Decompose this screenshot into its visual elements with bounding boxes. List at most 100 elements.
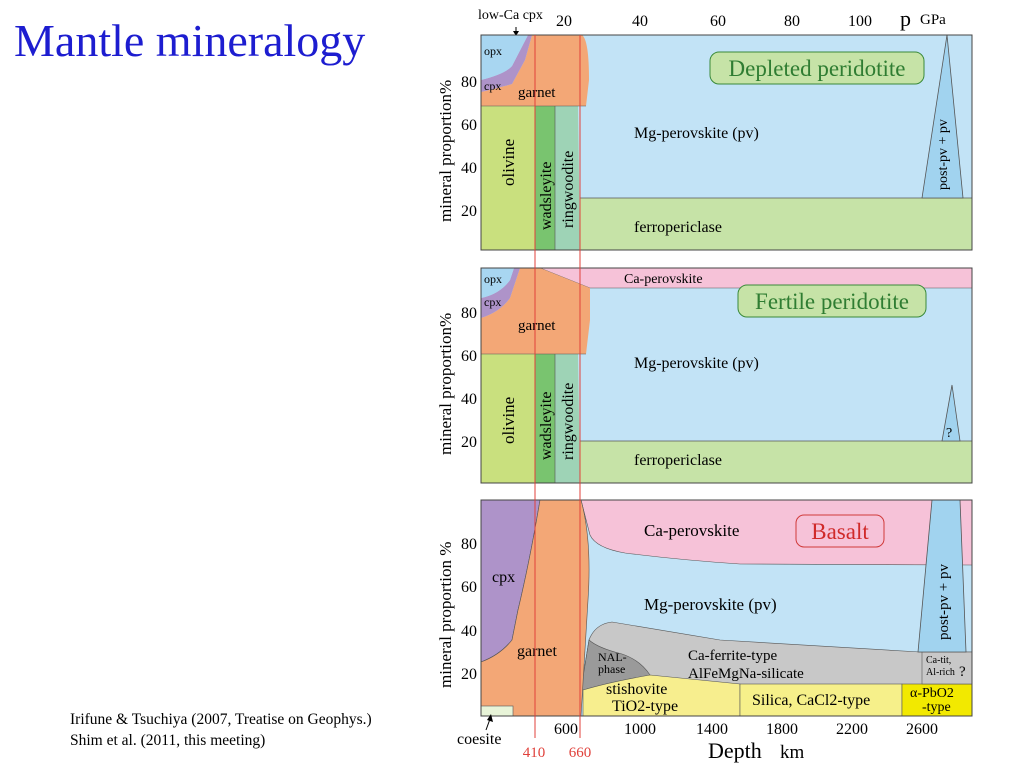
y-tick-label: 40 — [461, 623, 477, 640]
y-tick-label: 60 — [461, 579, 477, 596]
y-tick-label: 20 — [461, 666, 477, 683]
boundary-660-label: 660 — [569, 745, 592, 761]
bottom-depth-axis: 600 1000 1400 1800 2200 2600 Depth km co… — [457, 714, 938, 763]
stishovite-region — [582, 674, 741, 717]
boundary-410-label: 410 — [523, 745, 546, 761]
coesite-arrow — [485, 718, 491, 731]
silica-region — [739, 683, 903, 717]
alpha-pbo2-region — [901, 683, 973, 717]
olivine-region — [481, 106, 535, 250]
olivine-region — [481, 354, 535, 483]
garnet-label: garnet — [518, 318, 556, 334]
citation-line-1: Irifune & Tsuchiya (2007, Treatise on Ge… — [70, 711, 372, 728]
y-axis-label: mineral proportion % — [436, 542, 455, 688]
panel-fertile-peridotite: opx cpx garnet Ca-perovskite olivine wad… — [436, 267, 973, 484]
olivine-label: olivine — [499, 139, 518, 186]
top-pressure-axis: low-Ca cpx 20 40 60 80 100 p GPa — [478, 6, 946, 36]
ca-tit-question: ? — [959, 664, 966, 680]
panel-title-box — [709, 51, 925, 85]
ferropericlase-label: ferropericlase — [634, 219, 722, 236]
cpx-region — [481, 268, 520, 318]
p-tick-label: 20 — [556, 13, 572, 30]
p-axis-label: p — [900, 6, 911, 31]
low-ca-arrow-head — [513, 31, 519, 36]
coesite-region — [480, 705, 514, 717]
stishovite-label-2: TiO2-type — [612, 698, 678, 715]
wadsleyite-label: wadsleyite — [538, 162, 555, 230]
panel-title: Depleted peridotite — [729, 56, 906, 81]
panel-basalt: cpx garnet Ca-perovskite Mg-perovskite (… — [436, 499, 973, 717]
panel-depleted-peridotite: opx cpx garnet olivine wadsleyite ringwo… — [436, 34, 973, 251]
stishovite-label-1: stishovite — [606, 681, 667, 698]
mg-perovskite-label: Mg-perovskite (pv) — [634, 355, 759, 372]
silica-label: Silica, CaCl2-type — [752, 692, 870, 709]
cpx-region — [481, 35, 532, 92]
opx-label: opx — [484, 44, 502, 58]
p-tick-label: 80 — [784, 13, 800, 30]
y-tick-label: 80 — [461, 305, 477, 322]
ca-tit-label-2: Al-rich — [926, 667, 955, 678]
ferropericlase-region — [580, 441, 972, 483]
panel-frame — [480, 267, 973, 484]
mg-perovskite-label: Mg-perovskite (pv) — [644, 595, 777, 614]
citation: Irifune & Tsuchiya (2007, Treatise on Ge… — [70, 709, 372, 751]
y-tick-label: 20 — [461, 434, 477, 451]
ringwoodite-label: ringwoodite — [560, 383, 577, 460]
y-tick-label: 20 — [461, 203, 477, 220]
mg-perovskite-label: Mg-perovskite (pv) — [634, 125, 759, 142]
ca-ferrite-region — [580, 621, 973, 691]
depth-tick-label: 1800 — [766, 721, 798, 738]
post-pv-label: post-pv + pv — [936, 564, 952, 640]
depth-tick-label: 1000 — [624, 721, 656, 738]
coesite-arrow-head — [487, 714, 493, 722]
coesite-note: coesite — [457, 731, 501, 748]
nal-phase-label-1: NAL- — [598, 650, 627, 664]
ca-perovskite-label: Ca-perovskite — [644, 521, 739, 540]
ringwoodite-region — [555, 106, 580, 250]
ringwoodite-label: ringwoodite — [560, 151, 577, 228]
alpha-pbo2-label-2: -type — [922, 700, 951, 715]
depth-tick-label: 2600 — [906, 721, 938, 738]
y-tick-label: 40 — [461, 391, 477, 408]
opx-region — [481, 35, 528, 80]
y-axis-label: mineral proportion% — [436, 80, 455, 222]
ca-tit-label-1: Ca-tit, — [926, 655, 951, 666]
ringwoodite-region — [555, 354, 580, 483]
ferropericlase-region — [580, 198, 972, 250]
y-tick-label: 60 — [461, 348, 477, 365]
y-tick-label: 80 — [461, 74, 477, 91]
opx-label: opx — [484, 272, 502, 286]
y-tick-label: 40 — [461, 160, 477, 177]
nal-phase-label-2: phase — [598, 662, 625, 676]
panel-frame — [480, 34, 973, 251]
top-axis-note-1: low-Ca cpx — [478, 8, 543, 23]
y-tick-label: 80 — [461, 536, 477, 553]
garnet-label: garnet — [517, 643, 558, 660]
garnet-label: garnet — [518, 85, 556, 101]
depth-tick-label: 2200 — [836, 721, 868, 738]
depth-axis-unit: km — [780, 742, 805, 763]
p-tick-label: 40 — [632, 13, 648, 30]
slide-title: Mantle mineralogy — [14, 15, 366, 66]
alpha-pbo2-label-1: α-PbO2 — [910, 686, 954, 701]
p-tick-label: 60 — [710, 13, 726, 30]
cpx-label: cpx — [484, 295, 501, 309]
y-axis-label: mineral proportion% — [436, 313, 455, 455]
post-pv-label: post-pv + pv — [936, 119, 951, 190]
depth-tick-label: 1400 — [696, 721, 728, 738]
post-pv-region — [941, 384, 961, 442]
panel-frame — [480, 499, 973, 717]
wadsleyite-label: wadsleyite — [538, 392, 555, 460]
ca-tit-region — [921, 651, 973, 685]
post-pv-label: ? — [946, 426, 952, 441]
depth-axis-label: Depth — [708, 738, 762, 763]
panel-title-box — [795, 514, 885, 548]
panel-title-box — [737, 284, 927, 318]
olivine-label: olivine — [499, 397, 518, 444]
ferropericlase-label: ferropericlase — [634, 452, 722, 469]
p-axis-unit: GPa — [920, 12, 946, 28]
wadsleyite-region — [535, 354, 555, 483]
citation-line-2: Shim et al. (2011, this meeting) — [70, 732, 266, 749]
p-tick-label: 100 — [848, 13, 872, 30]
